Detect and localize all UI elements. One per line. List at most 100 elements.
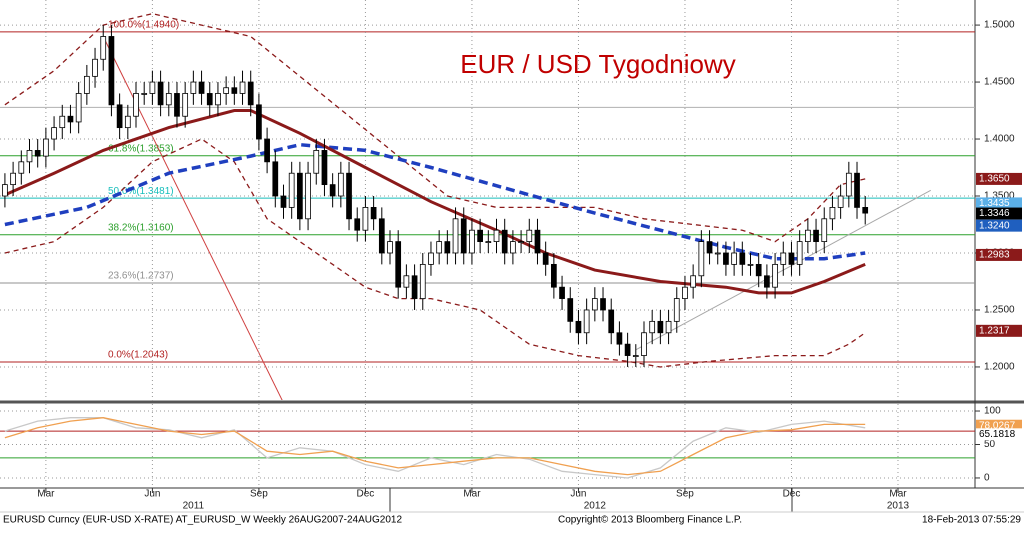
price-tag-label: 1.3346 [979,208,1010,219]
x-tick-label: Dec [357,489,375,500]
candle-body [780,252,787,265]
y-tick-label: 0 [984,473,990,484]
candle-body [239,81,246,94]
candle-body [428,252,434,265]
candle-body [747,263,754,266]
candle-body [362,207,369,231]
y-tick-label: 1.2500 [984,305,1015,316]
candle-body [616,332,623,345]
level-label: 23.6%(1.2737) [108,271,174,282]
candle-body [26,150,33,163]
level-label: 61.8%(1.3853) [108,143,174,154]
candle-body [206,93,213,106]
candle-body [444,241,451,254]
candle-body [477,229,483,242]
candle-body [83,75,90,94]
candle-body [149,81,156,94]
candle-body [395,241,402,288]
candle-body [313,150,320,174]
candle-body [256,104,262,140]
candle-body [198,81,205,94]
candle-body [321,150,328,186]
candle-body [124,115,131,129]
candle-body [411,275,418,299]
level-label: 50.0%(1.3481) [108,186,174,197]
candle-body [18,161,25,174]
candle-body [10,172,16,186]
price-tag-label: 1.3240 [979,220,1010,231]
candle-body [460,218,467,254]
price-tag-label: 1.3650 [979,174,1010,185]
price-tag-label: 1.2983 [979,250,1010,261]
price-tag [976,197,1022,210]
price-tag-label: 1.2317 [979,325,1010,336]
candle-body [559,286,565,299]
candle-body [419,263,426,299]
candle-body [755,263,762,277]
level-label: 0.0%(1.2043) [108,350,168,361]
candle-body [624,343,631,356]
series-line [4,138,866,368]
candle-body [854,172,860,208]
candle-body [714,252,721,255]
candle-body [34,150,41,157]
price-tag [976,428,1022,441]
candle-body [165,93,172,106]
candle-body [92,58,98,77]
x-tick-label: Jun [570,489,586,500]
candle-body [272,161,279,197]
candle-body [100,36,107,60]
candle-body [493,229,500,242]
candle-body [845,172,852,197]
candle-body [264,138,270,163]
candle-body [600,298,606,311]
year-label: 2013 [887,501,910,512]
candle-body [59,115,66,129]
candle-body [706,241,713,254]
candle-body [518,241,524,243]
candle-body [469,229,475,254]
candle-body [665,320,672,334]
candle-body [682,286,688,299]
chart-title: EUR / USD Tygodniowy [460,49,736,79]
series-line [4,417,866,476]
candle-body [247,81,254,106]
candle-body [223,87,229,94]
candle-body [174,93,180,117]
candle-body [108,36,115,106]
candle-body [75,93,82,123]
candle-body [813,229,819,242]
candle-body [534,229,541,254]
candle-body [739,252,746,265]
candle-body [141,93,148,95]
candle-body [583,309,590,334]
y-tick-label: 1.4500 [984,77,1015,88]
candle-body [567,298,574,322]
x-tick-label: Sep [250,489,268,500]
candle-body [608,309,615,334]
x-tick-label: Mar [889,489,907,500]
price-tag-label: 78.0267 [979,420,1016,431]
footer-right: 18-Feb-2013 07:55:29 [922,515,1021,526]
candle-body [698,241,705,277]
series-line [4,417,866,479]
price-tag [976,324,1022,337]
candle-body [772,263,778,288]
candle-body [51,127,57,140]
candle-body [231,87,238,94]
candle-body [329,184,336,197]
series-line [4,142,866,261]
candle-body [690,275,697,288]
price-tag [976,219,1022,232]
candle-body [452,218,459,254]
candle-body [215,93,221,106]
candle-body [346,172,352,220]
footer-center: Copyright© 2013 Bloomberg Finance L.P. [558,515,742,526]
level-label: 38.2%(1.3160) [108,222,174,233]
candle-body [575,320,582,334]
candle-body [788,252,795,265]
candle-body [632,355,639,357]
candle-body [591,298,598,311]
price-tag [976,207,1022,220]
